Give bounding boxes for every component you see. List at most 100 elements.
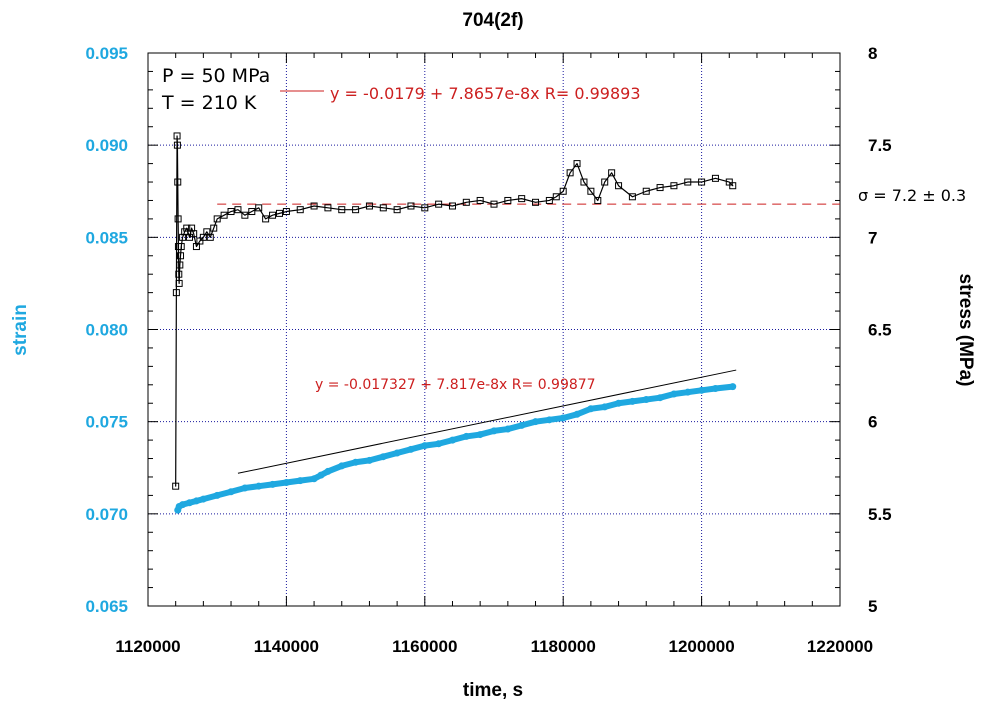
stress-point bbox=[262, 215, 270, 223]
strain-point bbox=[711, 384, 719, 392]
strain-point bbox=[421, 442, 429, 450]
stress-point bbox=[255, 204, 263, 212]
strain-point bbox=[587, 405, 595, 413]
stress-point bbox=[532, 198, 540, 206]
y-left-tick-label: 0.095 bbox=[85, 44, 128, 63]
stress-point bbox=[227, 208, 235, 216]
stress-point bbox=[587, 187, 595, 195]
strain-point bbox=[642, 396, 650, 404]
stress-point bbox=[421, 204, 429, 212]
stress-point bbox=[173, 141, 181, 149]
y-right-tick-label: 8 bbox=[868, 44, 877, 63]
grid bbox=[148, 53, 840, 606]
stress-point bbox=[296, 206, 304, 214]
strain-point bbox=[448, 436, 456, 444]
stress-point bbox=[213, 215, 221, 223]
stress-point bbox=[352, 206, 360, 214]
stress-point bbox=[566, 169, 574, 177]
x-tick-label: 1220000 bbox=[807, 637, 873, 656]
strain-point bbox=[656, 394, 664, 402]
stress-point bbox=[181, 228, 189, 236]
stress-point bbox=[608, 169, 616, 177]
stress-point bbox=[573, 160, 581, 168]
stress-point bbox=[580, 178, 588, 186]
tick-marks bbox=[147, 52, 841, 607]
stress-point bbox=[518, 195, 526, 203]
stress-point bbox=[210, 224, 218, 232]
stress-point bbox=[172, 289, 180, 297]
strain-point bbox=[255, 482, 263, 490]
strain-point bbox=[476, 431, 484, 439]
strain-point bbox=[601, 403, 609, 411]
strain-point bbox=[407, 445, 415, 453]
strain-point bbox=[338, 462, 346, 470]
stress-point bbox=[177, 243, 185, 251]
stress-point bbox=[552, 193, 560, 201]
strain-point bbox=[545, 416, 553, 424]
strain-point bbox=[573, 410, 581, 418]
x-tick-label: 1120000 bbox=[115, 637, 180, 656]
stress-point bbox=[594, 196, 602, 204]
stress-point bbox=[656, 184, 664, 192]
strain-fit-equation: y = -0.017327 + 7.817e-8x R= 0.99877 bbox=[315, 377, 596, 393]
strain-point bbox=[698, 386, 706, 394]
stress-point bbox=[393, 206, 401, 214]
strain-point bbox=[393, 449, 401, 457]
strain-point bbox=[490, 427, 498, 435]
stress-point bbox=[698, 178, 706, 186]
stress-point bbox=[206, 233, 214, 241]
y-right-tick-label: 5.5 bbox=[868, 505, 892, 524]
strain-point bbox=[729, 383, 737, 391]
stress-point bbox=[177, 252, 185, 260]
stress-point bbox=[183, 224, 191, 232]
stress-point bbox=[365, 202, 373, 210]
strain-point bbox=[628, 397, 636, 405]
strain-fit-line bbox=[237, 369, 737, 474]
stress-point bbox=[476, 196, 484, 204]
y-right-tick-label: 7.5 bbox=[868, 136, 892, 155]
y-right-tick-label: 6 bbox=[868, 413, 877, 432]
x-tick-label: 1180000 bbox=[531, 637, 596, 656]
stress-point bbox=[729, 182, 737, 190]
strain-point bbox=[518, 421, 526, 429]
strain-point bbox=[324, 467, 332, 475]
y-left-tick-label: 0.085 bbox=[85, 228, 128, 247]
stress-point bbox=[642, 187, 650, 195]
stress-point bbox=[220, 211, 228, 219]
stress-point bbox=[379, 204, 387, 212]
pressure-label: P = 50 MPa bbox=[162, 65, 270, 87]
strain-point bbox=[559, 414, 567, 422]
strain-point bbox=[352, 458, 360, 466]
stress-point bbox=[172, 482, 180, 490]
stress-point bbox=[559, 187, 567, 195]
x-tick-label: 1200000 bbox=[669, 637, 735, 656]
stress-series-line bbox=[175, 135, 734, 487]
y-right-axis-label: stress (MPa) bbox=[955, 274, 976, 387]
stress-point bbox=[711, 174, 719, 182]
strain-point bbox=[296, 477, 304, 485]
stress-point bbox=[615, 182, 623, 190]
stress-point bbox=[248, 208, 256, 216]
x-axis-label: time, s bbox=[463, 680, 523, 701]
sigma-label: σ = 7.2 ± 0.3 bbox=[858, 186, 966, 205]
y-left-axis-label: strain bbox=[10, 304, 31, 356]
strain-point bbox=[532, 418, 540, 426]
stress-point bbox=[269, 211, 277, 219]
stress-point bbox=[670, 182, 678, 190]
strain-point bbox=[186, 499, 194, 507]
stress-point bbox=[275, 209, 283, 217]
strain-point bbox=[684, 388, 692, 396]
stress-point bbox=[175, 279, 183, 287]
strain-point bbox=[269, 480, 277, 488]
y-left-tick-label: 0.080 bbox=[85, 321, 128, 340]
y-left-tick-label: 0.070 bbox=[85, 505, 128, 524]
stress-point bbox=[601, 178, 609, 186]
stress-point bbox=[448, 202, 456, 210]
stress-point bbox=[324, 204, 332, 212]
y-left-tick-label: 0.090 bbox=[85, 136, 128, 155]
temperature-label: T = 210 K bbox=[161, 92, 257, 114]
stress-point bbox=[241, 211, 249, 219]
y-right-tick-label: 7 bbox=[868, 228, 877, 247]
strain-point bbox=[317, 471, 325, 479]
